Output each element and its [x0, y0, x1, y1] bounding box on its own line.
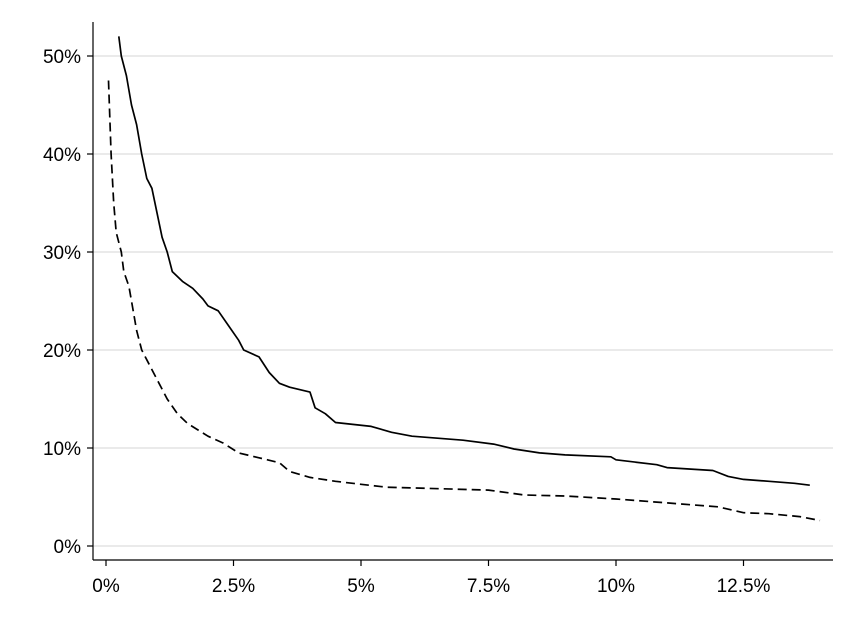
x-tick-label-0: 0% [92, 576, 120, 597]
y-axis-ticks: 0% 10% 20% 30% 40% 50% [43, 47, 93, 558]
y-tick-label-4: 40% [43, 145, 81, 166]
y-tick-label-2: 20% [43, 341, 81, 362]
x-tick-label-5: 12.5% [717, 576, 771, 597]
series-line-solid [117, 36, 810, 487]
x-tick-label-4: 10% [597, 576, 635, 597]
x-tick-label-2: 5% [347, 576, 375, 597]
y-tick-label-3: 30% [43, 243, 81, 264]
x-axis-ticks: 0% 2.5% 5% 7.5% 10% 12.5% [92, 560, 771, 597]
series-line-dashed [107, 80, 821, 522]
y-tick-label-0: 0% [54, 537, 82, 558]
axes [92, 22, 833, 561]
y-tick-label-5: 50% [43, 47, 81, 68]
x-tick-label-1: 2.5% [212, 576, 255, 597]
gridlines [93, 55, 833, 547]
series-lines [107, 36, 821, 522]
y-tick-label-1: 10% [43, 439, 81, 460]
x-tick-label-3: 7.5% [467, 576, 510, 597]
